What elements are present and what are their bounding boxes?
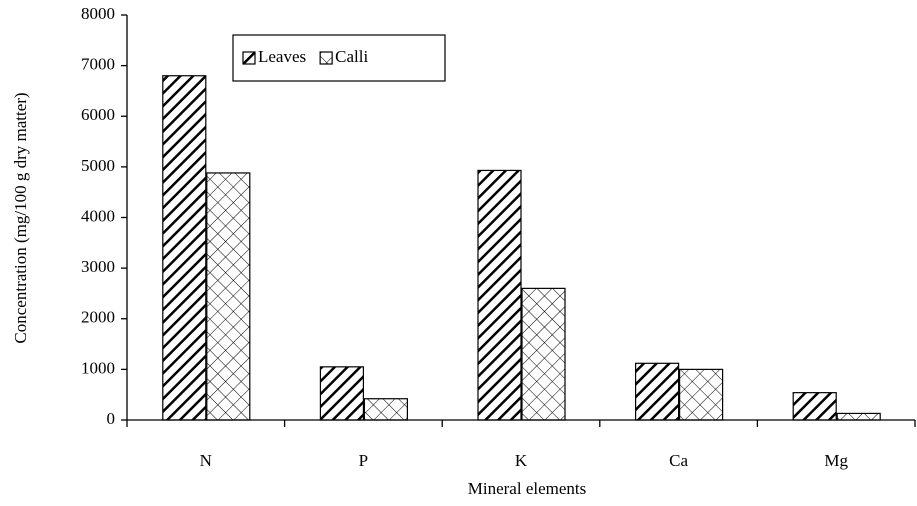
bar (678, 368, 724, 421)
legend-label: Leaves (258, 47, 306, 66)
x-tick-label: K (515, 451, 528, 470)
bar (836, 412, 881, 421)
y-tick-label: 1000 (81, 358, 115, 377)
x-tick-label: Mg (824, 451, 848, 470)
legend-swatch (242, 51, 256, 65)
legend-box (232, 34, 446, 82)
legend-label: Calli (335, 47, 368, 66)
bar (363, 398, 408, 421)
y-tick-label: 7000 (81, 55, 115, 74)
y-tick-label: 4000 (81, 206, 115, 225)
y-tick-label: 2000 (81, 308, 115, 327)
y-tick-label: 6000 (81, 105, 115, 124)
bar (162, 75, 207, 421)
y-tick-label: 8000 (81, 4, 115, 23)
bar (792, 392, 837, 421)
bar (521, 287, 566, 421)
y-tick-label: 0 (107, 409, 116, 428)
y-tick-label: 3000 (81, 257, 115, 276)
y-axis-label: Concentration (mg/100 g dry matter) (11, 92, 30, 343)
x-tick-label: P (359, 451, 368, 470)
bar (634, 362, 680, 421)
legend-swatch (319, 51, 333, 65)
bar (477, 169, 522, 421)
x-tick-label: N (200, 451, 212, 470)
y-tick-label: 5000 (81, 156, 115, 175)
x-tick-label: Ca (669, 451, 688, 470)
bar (206, 172, 251, 421)
x-axis-label: Mineral elements (468, 479, 587, 498)
bar (319, 366, 364, 421)
